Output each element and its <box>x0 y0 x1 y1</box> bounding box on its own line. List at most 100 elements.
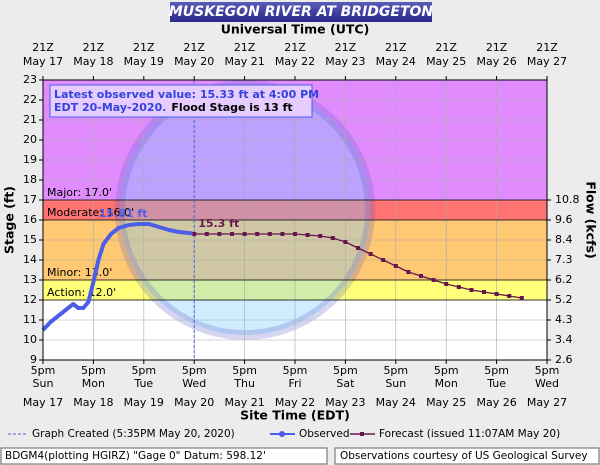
top-tick-utc: 21Z <box>335 41 357 54</box>
y-tick-label: 12 <box>23 293 37 306</box>
legend-forecast: Forecast (issued 11:07AM May 20) <box>379 428 560 440</box>
forecast-point <box>419 274 423 278</box>
footer-right-box <box>334 447 600 465</box>
y2-tick-label: 6.2 <box>555 273 573 286</box>
y-tick-label: 23 <box>23 73 37 86</box>
x-tick-date: May 27 <box>527 396 567 409</box>
top-tick-date: May 24 <box>376 55 416 68</box>
x-tick-day: Tue <box>133 377 153 390</box>
y-tick-label: 9 <box>30 353 37 366</box>
x-tick-date: May 26 <box>476 396 516 409</box>
footer-right: Observations courtesy of US Geological S… <box>340 450 588 462</box>
forecast-point <box>242 232 247 236</box>
x-tick-date: May 19 <box>124 396 164 409</box>
forecast-point <box>381 258 386 262</box>
x-tick-date: May 25 <box>426 396 466 409</box>
footer-left: BDGM4(plotting HGIRZ) "Gage 0" Datum: 59… <box>5 450 266 462</box>
top-tick-date: May 27 <box>527 55 567 68</box>
y2-tick-label: 4.3 <box>555 313 573 326</box>
y-tick-label: 13 <box>23 273 37 286</box>
x-tick-date: May 18 <box>73 396 113 409</box>
top-tick-utc: 21Z <box>385 41 407 54</box>
y2-tick-label: 9.6 <box>555 213 573 226</box>
x-tick-day: Sun <box>33 377 54 390</box>
y-tick-label: 14 <box>23 253 37 266</box>
x-tick-date: May 20 <box>174 396 214 409</box>
top-tick-date: May 26 <box>476 55 516 68</box>
forecast-point <box>293 232 297 236</box>
y-tick-label: 20 <box>23 133 37 146</box>
watermark <box>115 80 375 340</box>
top-tick-date: May 25 <box>426 55 466 68</box>
flood-label: Major: 17.0' <box>47 186 112 199</box>
forecast-point <box>356 246 360 250</box>
chart-title: MUSKEGON RIVER AT BRIDGETON <box>169 4 434 20</box>
top-tick-utc: 21Z <box>234 41 256 54</box>
forecast-point <box>230 232 234 236</box>
y-tick-label: 22 <box>23 93 37 106</box>
x-tick-day: Mon <box>435 377 458 390</box>
x-tick-label: 5pm <box>232 364 257 377</box>
y2-tick-label: 2.6 <box>555 353 573 366</box>
top-tick-date: May 18 <box>73 55 113 68</box>
x-tick-date: May 23 <box>325 396 365 409</box>
forecast-point <box>406 270 411 274</box>
forecast-point <box>318 234 323 238</box>
observed-line <box>41 222 193 332</box>
y-tick-label: 17 <box>23 193 37 206</box>
forecast-point <box>494 292 499 296</box>
flood-label: Minor: 13.0' <box>47 266 112 279</box>
y2-tick-label: 5.2 <box>555 293 573 306</box>
y-tick-label: 21 <box>23 113 37 126</box>
forecast-point <box>204 232 209 236</box>
forecast-point <box>217 232 222 236</box>
x-tick-label: 5pm <box>283 364 308 377</box>
legend-forecast-marker <box>360 432 364 436</box>
x-tick-day: Fri <box>288 377 301 390</box>
forecast-point <box>343 240 348 244</box>
x-axis-label: Site Time (EDT) <box>240 408 350 423</box>
forecast-point <box>507 294 512 298</box>
info-line2: EDT 20-May-2020. Flood Stage is 13 ft <box>54 101 293 114</box>
y-tick-label: 11 <box>23 313 37 326</box>
y2-axis-label: Flow (kcfs) <box>584 181 599 258</box>
info-box <box>49 84 313 118</box>
annotation: 15.81 ft <box>99 207 148 220</box>
forecast-point <box>469 288 474 292</box>
top-tick-date: May 20 <box>174 55 214 68</box>
top-tick-utc: 21Z <box>435 41 457 54</box>
forecast-point <box>255 232 260 236</box>
forecast-point <box>482 290 486 294</box>
forecast-point <box>393 264 398 268</box>
top-tick-date: May 22 <box>275 55 315 68</box>
x-tick-day: Thu <box>233 377 255 390</box>
forecast-point <box>280 232 285 236</box>
x-tick-label: 5pm <box>434 364 459 377</box>
x-tick-day: Sun <box>385 377 406 390</box>
forecast-point <box>444 282 449 286</box>
forecast-point <box>456 285 461 289</box>
x-tick-label: 5pm <box>131 364 156 377</box>
y-tick-label: 16 <box>23 213 37 226</box>
forecast-point <box>431 278 436 282</box>
top-tick-utc: 21Z <box>133 41 155 54</box>
x-tick-day: Sat <box>336 377 355 390</box>
x-tick-label: 5pm <box>484 364 509 377</box>
top-tick-date: May 17 <box>23 55 63 68</box>
flood-label: Moderate: 16.0' <box>47 206 134 219</box>
annotation: 15.3 ft <box>198 217 239 230</box>
top-tick-utc: 21Z <box>486 41 508 54</box>
x-tick-day: Mon <box>82 377 105 390</box>
top-tick-utc: 21Z <box>536 41 558 54</box>
x-tick-date: May 21 <box>224 396 264 409</box>
y2-tick-label: 7.3 <box>555 253 573 266</box>
x-tick-label: 5pm <box>383 364 408 377</box>
y-tick-label: 19 <box>23 153 37 166</box>
legend-created: Graph Created (5:35PM May 20, 2020) <box>32 428 235 440</box>
plot-frame <box>42 79 548 361</box>
y-tick-label: 15 <box>23 233 37 246</box>
x-tick-label: 5pm <box>81 364 106 377</box>
y-tick-label: 10 <box>23 333 37 346</box>
